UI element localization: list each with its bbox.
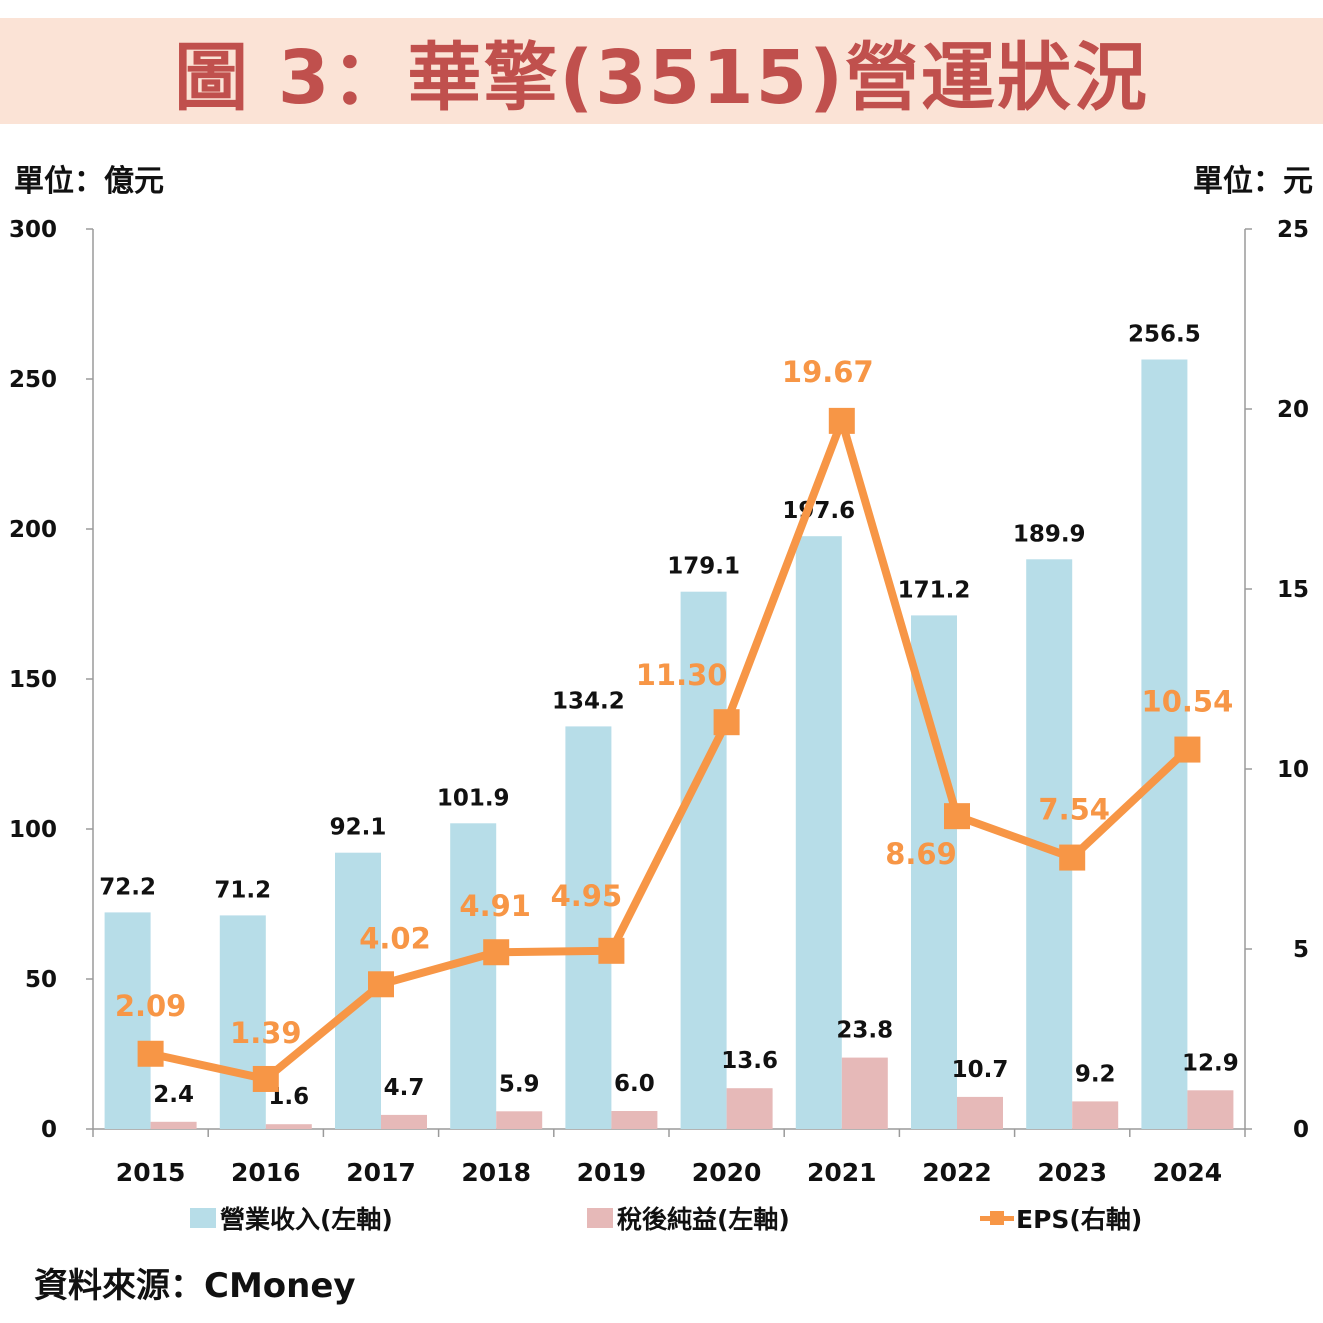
chart-canvas: 0 50 100 150 200 250 300 0 5 10 15 20 25 2015 2016 2017… [9, 217, 1309, 1187]
x-tick-label: 2022 [922, 1158, 992, 1187]
net-income-bar [726, 1088, 773, 1129]
net-income-data-label: 9.2 [1075, 1061, 1116, 1087]
eps-data-label: 2.09 [115, 989, 187, 1023]
revenue-data-label: 71.2 [214, 877, 271, 903]
net-income-bar [381, 1114, 427, 1129]
net-income-bar [957, 1096, 1003, 1129]
legend-swatch-net-income [587, 1208, 613, 1228]
eps-data-label: 1.39 [230, 1016, 302, 1050]
right-tick-label: 5 [1293, 937, 1309, 963]
eps-data-label: 4.91 [459, 889, 531, 923]
legend: 營業收入(左軸) 稅後純益(左軸) EPS(右軸) [0, 1200, 1323, 1240]
left-axis-unit: 單位：億元 [14, 164, 164, 199]
net-income-bar [841, 1057, 888, 1129]
revenue-bar [104, 912, 151, 1129]
eps-marker [483, 939, 510, 966]
legend-item-revenue: 營業收入(左軸) [190, 1200, 393, 1236]
title-band: 圖 3：華擎(3515)營運狀況 [0, 18, 1323, 124]
revenue-bar [219, 915, 266, 1129]
revenue-bar [565, 726, 612, 1129]
net-income-data-label: 12.9 [1182, 1050, 1239, 1076]
left-tick-label: 200 [9, 517, 57, 543]
revenue-data-label: 72.2 [99, 874, 156, 900]
eps-data-label: 4.95 [551, 879, 623, 913]
eps-line [149, 416, 1191, 1083]
net-income-data-label: 5.9 [499, 1071, 540, 1097]
legend-item-eps: EPS(右軸) [980, 1200, 1142, 1236]
left-tick-label: 50 [25, 967, 57, 993]
revenue-data-label: 179.1 [667, 554, 740, 580]
right-tick-label: 10 [1277, 757, 1309, 783]
net-income-bar [496, 1111, 543, 1129]
chart-title: 圖 3：華擎(3515)營運狀況 [174, 34, 1149, 121]
eps-marker [828, 407, 855, 434]
right-tick-label: 25 [1277, 217, 1309, 243]
x-tick-label: 2016 [231, 1158, 301, 1187]
net-income-bar [611, 1111, 658, 1129]
x-tick-label: 2021 [807, 1158, 877, 1187]
revenue-data-label: 101.9 [437, 785, 510, 811]
net-income-bar [1187, 1090, 1234, 1129]
eps-marker [1059, 844, 1086, 871]
revenue-bar [680, 591, 727, 1129]
net-income-data-label: 10.7 [952, 1057, 1009, 1083]
left-tick-label: 100 [9, 817, 57, 843]
x-tick-label: 2017 [346, 1158, 416, 1187]
left-tick-label: 150 [9, 667, 57, 693]
source-note: 資料來源：CMoney [34, 1266, 356, 1306]
x-tick-label: 2018 [461, 1158, 531, 1187]
revenue-data-label: 197.6 [782, 498, 855, 524]
net-income-data-label: 4.7 [384, 1075, 425, 1101]
eps-data-label: 10.54 [1142, 685, 1234, 719]
eps-data-label: 7.54 [1038, 793, 1110, 827]
eps-marker [252, 1065, 279, 1092]
eps-marker [1174, 736, 1201, 763]
legend-swatch-revenue [190, 1208, 216, 1228]
net-income-data-label: 2.4 [153, 1082, 194, 1108]
eps-data-label: 4.02 [359, 921, 431, 955]
legend-label-net-income: 稅後純益(左軸) [617, 1205, 790, 1234]
right-tick-label: 15 [1277, 577, 1309, 603]
net-income-bar [265, 1124, 312, 1129]
legend-swatch-eps [980, 1208, 1014, 1228]
legend-label-revenue: 營業收入(左軸) [220, 1205, 393, 1234]
net-income-data-label: 13.6 [721, 1048, 778, 1074]
revenue-data-label: 92.1 [330, 815, 387, 841]
revenue-data-label: 256.5 [1128, 322, 1201, 348]
net-income-data-label: 6.0 [614, 1071, 655, 1097]
eps-marker [713, 709, 740, 736]
x-tick-label: 2024 [1153, 1158, 1223, 1187]
net-income-data-label: 23.8 [836, 1018, 893, 1044]
revenue-data-label: 189.9 [1013, 521, 1086, 547]
eps-data-label: 19.67 [782, 355, 874, 389]
right-axis-unit: 單位：元 [1193, 164, 1313, 199]
revenue-data-label: 134.2 [552, 688, 625, 714]
right-tick-label: 20 [1277, 397, 1309, 423]
right-tick-label: 0 [1293, 1117, 1309, 1143]
revenue-data-label: 171.2 [898, 577, 971, 603]
eps-marker [598, 937, 625, 964]
left-tick-label: 250 [9, 367, 57, 393]
x-tick-label: 2020 [692, 1158, 762, 1187]
left-tick-label: 300 [9, 217, 57, 243]
legend-item-net-income: 稅後純益(左軸) [587, 1200, 790, 1236]
eps-data-label: 11.30 [636, 658, 728, 692]
revenue-bar [911, 615, 957, 1129]
left-tick-label: 0 [41, 1117, 57, 1143]
net-income-bar [1072, 1101, 1119, 1129]
net-income-bar [150, 1121, 197, 1129]
revenue-bar [795, 536, 842, 1129]
x-tick-label: 2019 [577, 1158, 647, 1187]
x-tick-label: 2023 [1037, 1158, 1107, 1187]
revenue-bar [450, 823, 497, 1129]
x-tick-label: 2015 [116, 1158, 186, 1187]
eps-marker [368, 971, 394, 998]
eps-data-label: 8.69 [885, 837, 957, 871]
eps-marker [944, 803, 970, 830]
legend-label-eps: EPS(右軸) [1016, 1205, 1143, 1234]
eps-marker [137, 1040, 164, 1067]
